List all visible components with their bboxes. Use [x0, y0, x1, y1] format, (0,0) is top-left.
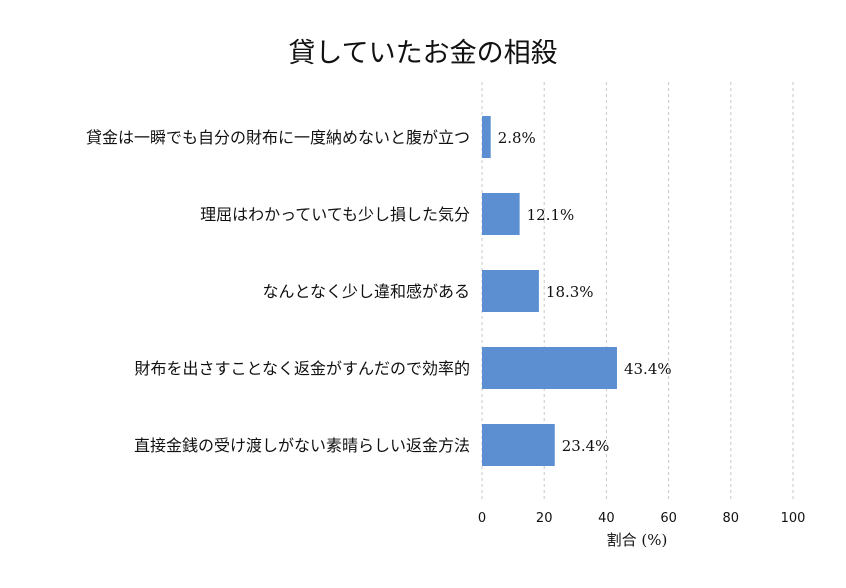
- x-tick-label: 0: [478, 511, 486, 526]
- chart-title: 貸していたお金の相殺: [288, 38, 557, 69]
- x-axis-ticks: 0 20 40 60 80 100: [478, 511, 806, 526]
- category-labels: 貸金は一瞬でも自分の財布に一度納めないと腹が立つ理屈はわかっていても少し損した気…: [86, 128, 470, 455]
- data-label: 2.8%: [498, 129, 536, 147]
- x-axis-label: 割合 (%): [607, 531, 668, 549]
- bar: [482, 270, 539, 312]
- x-tick-label: 40: [598, 511, 615, 526]
- category-label: 財布を出さすことなく返金がすんだので効率的: [134, 359, 470, 378]
- category-label: 直接金銭の受け渡しがない素晴らしい返金方法: [134, 436, 470, 455]
- bar: [482, 424, 555, 466]
- data-label: 43.4%: [624, 360, 672, 378]
- data-labels: 2.8% 12.1% 18.3% 43.4% 23.4%: [498, 129, 672, 455]
- x-tick-label: 80: [723, 511, 740, 526]
- bar: [482, 193, 520, 235]
- bars: [482, 116, 617, 466]
- data-label: 18.3%: [546, 283, 594, 301]
- category-label: なんとなく少し違和感がある: [262, 282, 470, 301]
- data-label: 23.4%: [562, 437, 610, 455]
- x-tick-label: 100: [781, 511, 806, 526]
- x-tick-label: 20: [536, 511, 553, 526]
- x-tick-label: 60: [660, 511, 677, 526]
- bar: [482, 347, 617, 389]
- bar: [482, 116, 491, 158]
- category-label: 理屈はわかっていても少し損した気分: [200, 205, 470, 224]
- category-label: 貸金は一瞬でも自分の財布に一度納めないと腹が立つ: [86, 128, 470, 147]
- data-label: 12.1%: [527, 206, 575, 224]
